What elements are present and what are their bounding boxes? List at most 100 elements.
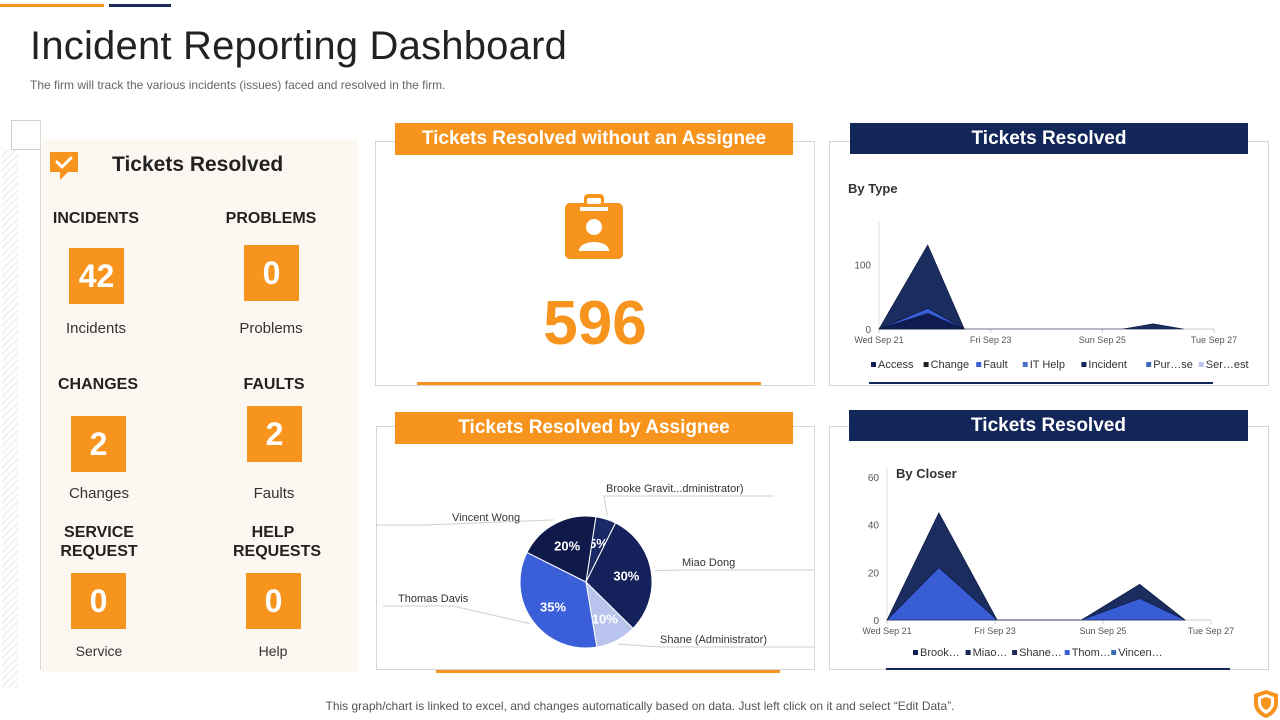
by-closer-card bbox=[829, 426, 1269, 670]
x-tick-label: Tue Sep 27 bbox=[1188, 626, 1234, 636]
x-tick-label: Fri Sep 23 bbox=[970, 335, 1012, 345]
pie-leader-line bbox=[618, 643, 815, 648]
legend-label: Vincen… bbox=[1118, 647, 1162, 659]
service-count: 0 bbox=[71, 573, 126, 629]
chart-subtitle: By Type bbox=[848, 181, 898, 196]
pie-name-label: Shane (Administrator) bbox=[660, 634, 767, 646]
pie-leader-line bbox=[603, 495, 774, 516]
x-tick-label: Sun Sep 25 bbox=[1079, 626, 1126, 636]
changes-label: Changes bbox=[68, 485, 130, 502]
unassigned-count: 596 bbox=[543, 289, 647, 358]
pie-leader-line bbox=[383, 605, 530, 625]
comment-check-icon bbox=[48, 150, 82, 187]
x-tick-label: Fri Sep 23 bbox=[974, 626, 1016, 636]
pie-slice bbox=[585, 522, 653, 630]
help-heading: HELP REQUESTS bbox=[203, 523, 343, 561]
legend-swatch bbox=[1012, 650, 1018, 655]
accent-bar-orange bbox=[0, 4, 104, 7]
assignee-underline bbox=[436, 670, 780, 673]
legend-label: Pur…se bbox=[1153, 359, 1193, 371]
pie-slice-label: 35% bbox=[540, 599, 566, 614]
service-label: Service bbox=[75, 643, 123, 659]
y-tick-label: 60 bbox=[868, 473, 880, 484]
pie-slice-label: 20% bbox=[554, 539, 580, 554]
legend-label: Incident bbox=[1088, 359, 1127, 371]
accent-bar-navy bbox=[109, 4, 171, 7]
y-tick-label: 0 bbox=[873, 616, 879, 627]
legend-swatch bbox=[913, 650, 918, 655]
by-closer-header: Tickets Resolved bbox=[849, 410, 1248, 441]
page-subtitle: The firm will track the various incident… bbox=[30, 78, 446, 92]
help-heading-text: HELP REQUESTS bbox=[233, 524, 322, 560]
y-tick-label: 100 bbox=[854, 260, 871, 271]
legend-swatch bbox=[1022, 362, 1028, 367]
pie-slice-label: 10% bbox=[592, 611, 618, 626]
incidents-label: Incidents bbox=[65, 320, 127, 337]
chart-subtitle: By Closer bbox=[896, 466, 957, 481]
area-series bbox=[878, 313, 965, 330]
area-series bbox=[886, 567, 1186, 621]
changes-count: 2 bbox=[71, 416, 126, 472]
problems-count: 0 bbox=[244, 245, 299, 301]
y-tick-label: 40 bbox=[868, 521, 880, 532]
faults-label: Faults bbox=[253, 485, 295, 502]
unassigned-header: Tickets Resolved without an Assignee bbox=[395, 123, 793, 155]
legend-swatch bbox=[1064, 650, 1070, 655]
page-title: Incident Reporting Dashboard bbox=[30, 24, 568, 68]
legend-swatch bbox=[965, 650, 971, 655]
shield-icon bbox=[1253, 689, 1279, 720]
changes-heading: CHANGES bbox=[57, 376, 138, 393]
pie-leader-line bbox=[655, 569, 815, 572]
legend-swatch bbox=[976, 362, 982, 367]
y-tick-label: 0 bbox=[865, 325, 871, 336]
help-count: 0 bbox=[246, 573, 301, 629]
pie-leader-line bbox=[376, 519, 554, 526]
help-label: Help bbox=[258, 643, 288, 659]
assignee-header: Tickets Resolved by Assignee bbox=[395, 412, 793, 444]
pie-slice-label: 30% bbox=[613, 568, 639, 583]
clipboard-user-icon bbox=[564, 193, 624, 266]
assignee-pie-chart: 5%Brooke Gravit...dministrator)30%Miao D… bbox=[376, 483, 815, 649]
legend-swatch bbox=[1111, 650, 1117, 655]
incidents-heading: INCIDENTS bbox=[52, 210, 140, 227]
problems-heading: PROBLEMS bbox=[225, 210, 317, 227]
legend-label: IT Help bbox=[1030, 359, 1065, 371]
pie-slice bbox=[519, 551, 598, 649]
x-tick-label: Tue Sep 27 bbox=[1191, 335, 1237, 345]
legend-swatch bbox=[923, 362, 929, 367]
decorative-strip bbox=[2, 148, 18, 688]
legend-label: Shane… bbox=[1019, 647, 1062, 659]
legend-swatch bbox=[1081, 362, 1087, 367]
divider-line bbox=[40, 120, 41, 670]
pie-name-label: Vincent Wong bbox=[452, 512, 520, 524]
by-type-underline bbox=[869, 382, 1213, 384]
legend-label: Ser…est bbox=[1206, 359, 1249, 371]
legend-label: Access bbox=[878, 359, 914, 371]
legend-label: Fault bbox=[983, 359, 1007, 371]
legend-label: Change bbox=[931, 359, 970, 371]
pie-name-label: Miao Dong bbox=[682, 557, 735, 569]
by-closer-underline bbox=[886, 668, 1230, 670]
service-heading: SERVICE REQUEST bbox=[29, 523, 169, 561]
decorative-box bbox=[11, 120, 41, 150]
x-tick-label: Wed Sep 21 bbox=[862, 626, 911, 636]
legend-swatch bbox=[1198, 362, 1204, 367]
legend-swatch bbox=[871, 362, 876, 367]
problems-label: Problems bbox=[239, 320, 303, 337]
service-heading-text: SERVICE REQUEST bbox=[60, 524, 138, 560]
by-type-header: Tickets Resolved bbox=[850, 123, 1248, 154]
pie-name-label: Thomas Davis bbox=[398, 593, 469, 605]
pie-name-label: Brooke Gravit...dministrator) bbox=[606, 483, 744, 495]
by-closer-chart: By Closer 0 20 40 60 Wed Sep 21 Fri Sep 23 Sun … bbox=[862, 466, 1234, 659]
summary-title: Tickets Resolved bbox=[112, 153, 284, 176]
legend-label: Thom… bbox=[1072, 647, 1111, 659]
x-tick-label: Wed Sep 21 bbox=[854, 335, 903, 345]
y-tick-label: 20 bbox=[868, 568, 880, 579]
area-series bbox=[878, 244, 1184, 330]
by-type-chart: By Type 0 100 Wed Sep 21 Fri Sep 23 Sun Sep 2… bbox=[848, 181, 1249, 371]
legend-label: Miao… bbox=[973, 647, 1008, 659]
pie-slice bbox=[526, 515, 597, 583]
unassigned-card bbox=[375, 141, 815, 386]
legend-swatch bbox=[1146, 362, 1152, 367]
legend-label: Brook… bbox=[920, 647, 960, 659]
